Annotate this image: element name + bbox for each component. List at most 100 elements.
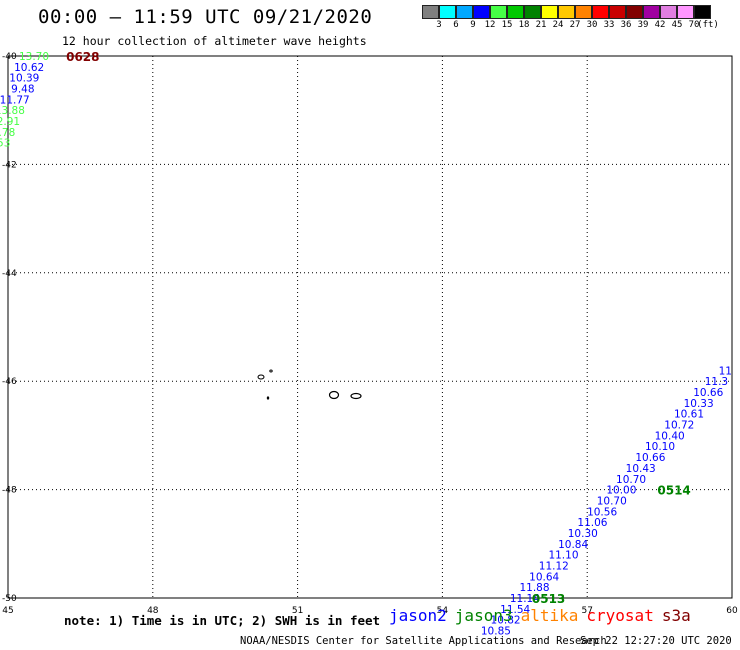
wave-height-label: 12.78 — [0, 127, 15, 139]
legend-unit: (ft) — [697, 20, 719, 30]
wave-height-label: 13.53 — [0, 138, 10, 150]
legend-label: 9 — [470, 20, 476, 30]
lon-tick-label: 60 — [726, 606, 738, 616]
credit-text: NOAA/NESDIS Center for Satellite Applica… — [240, 635, 607, 647]
legend-swatch — [694, 5, 711, 19]
legend-swatch — [422, 5, 439, 19]
wave-height-label: 11.54 — [500, 604, 530, 616]
wave-height-label: 10.43 — [626, 463, 656, 475]
island-outline — [257, 374, 265, 380]
legend-swatch — [439, 5, 456, 19]
legend-swatch — [575, 5, 592, 19]
legend-swatch — [490, 5, 507, 19]
legend-label: 18 — [518, 20, 530, 30]
legend-label: 36 — [620, 20, 632, 30]
lon-tick-label: 48 — [147, 606, 159, 616]
map-title: 00:00 – 11:59 UTC 09/21/2020 — [38, 6, 373, 28]
wave-height-label: 10.84 — [558, 539, 588, 551]
wave-height-label: 11.3 — [705, 376, 728, 388]
legend-label: 15 — [501, 20, 513, 30]
lat-tick-label: -50 — [2, 594, 17, 604]
wave-height-label: 10.66 — [635, 452, 665, 464]
wave-height-label: 10.70 — [597, 495, 627, 507]
pass-time-label: 0514 — [657, 484, 690, 498]
note-text: note: 1) Time is in UTC; 2) SWH is in fe… — [64, 613, 381, 628]
wave-height-label: 11.06 — [577, 517, 607, 529]
map-frame — [7, 55, 733, 599]
wave-height-label: 11.10 — [548, 550, 578, 562]
legend-swatch — [473, 5, 490, 19]
wave-height-label: 9.48 — [11, 84, 34, 96]
legend-label: 39 — [637, 20, 649, 30]
lat-tick-label: -48 — [2, 486, 17, 496]
satellite-jason3: jason3 — [454, 606, 513, 625]
legend-swatch — [626, 5, 643, 19]
legend-label: 27 — [569, 20, 581, 30]
legend-swatch — [643, 5, 660, 19]
wave-height-label: 12.91 — [0, 116, 20, 128]
island-outline — [266, 396, 270, 400]
satellite-legend: jason2 jason3 altika cryosat s3a — [389, 606, 699, 625]
wave-height-label: 10.10 — [645, 441, 675, 453]
legend-swatch — [609, 5, 626, 19]
legend-swatch — [456, 5, 473, 19]
wave-height-label: 11.12 — [539, 560, 569, 572]
wave-height-label: 11 — [719, 365, 732, 377]
lon-tick-label: 51 — [292, 606, 303, 616]
island-outline — [269, 369, 273, 373]
wave-height-label: 10.40 — [655, 430, 685, 442]
color-legend: 3 6 9 12 15 18 21 24 27 30 33 36 39 42 45 70 (ft) — [422, 5, 740, 31]
wave-height-label: 11.88 — [519, 582, 549, 594]
satellite-cryosat: cryosat — [586, 606, 654, 625]
legend-swatch — [558, 5, 575, 19]
credit-timestamp: Sep 22 12:27:20 UTC 2020 — [580, 635, 732, 647]
wave-height-label: 10.61 — [674, 409, 704, 421]
satellite-jason2: jason2 — [389, 606, 447, 625]
wave-height-label: 13.70 — [19, 51, 49, 63]
lon-tick-label: 57 — [581, 606, 592, 616]
pass-time-label: 0628 — [66, 50, 99, 64]
wave-height-label: 10.85 — [481, 626, 511, 638]
satellite-altika: altika — [520, 606, 579, 625]
pass-time-label: 0513 — [532, 592, 565, 606]
legend-swatch — [541, 5, 558, 19]
wave-height-label: 10.00 — [606, 485, 636, 497]
lon-tick-label: 45 — [2, 606, 13, 616]
wave-height-label: 10.39 — [9, 73, 39, 85]
wave-height-label: 11.14 — [510, 593, 540, 605]
lat-tick-label: -40 — [2, 52, 17, 62]
legend-label: 30 — [586, 20, 598, 30]
legend-labels: 3 6 9 12 15 18 21 24 27 30 33 36 39 42 45 70 (ft) — [422, 19, 740, 31]
legend-label: 21 — [535, 20, 547, 30]
legend-swatch — [660, 5, 677, 19]
wave-height-label: 11.77 — [0, 94, 30, 106]
legend-swatch — [677, 5, 694, 19]
island-outline — [328, 390, 340, 400]
legend-label: 6 — [453, 20, 459, 30]
wave-height-label: 10.56 — [587, 506, 617, 518]
lon-tick-label: 54 — [437, 606, 449, 616]
wave-height-label: 10.30 — [568, 528, 598, 540]
legend-label: 33 — [603, 20, 615, 30]
wave-height-label: 10.66 — [693, 387, 723, 399]
lat-tick-label: -42 — [2, 160, 17, 170]
wave-height-label: 10.64 — [529, 571, 559, 583]
island-outline — [350, 392, 362, 400]
wave-height-label: 10.82 — [491, 615, 521, 627]
legend-swatch — [592, 5, 609, 19]
lat-tick-label: -44 — [2, 269, 17, 279]
legend-swatches — [422, 5, 740, 19]
map-subtitle: 12 hour collection of altimeter wave hei… — [62, 34, 367, 48]
legend-swatch — [507, 5, 524, 19]
wave-height-label: 10.72 — [664, 420, 694, 432]
wave-height-label: 10.62 — [14, 62, 44, 74]
wave-height-label: 13.88 — [0, 105, 25, 117]
legend-label: 12 — [484, 20, 496, 30]
legend-label: 42 — [654, 20, 666, 30]
legend-label: 24 — [552, 20, 564, 30]
lat-tick-label: -46 — [2, 377, 17, 387]
wave-height-label: 10.70 — [616, 474, 646, 486]
legend-label: 45 — [671, 20, 683, 30]
legend-swatch — [524, 5, 541, 19]
legend-label: 3 — [436, 20, 442, 30]
